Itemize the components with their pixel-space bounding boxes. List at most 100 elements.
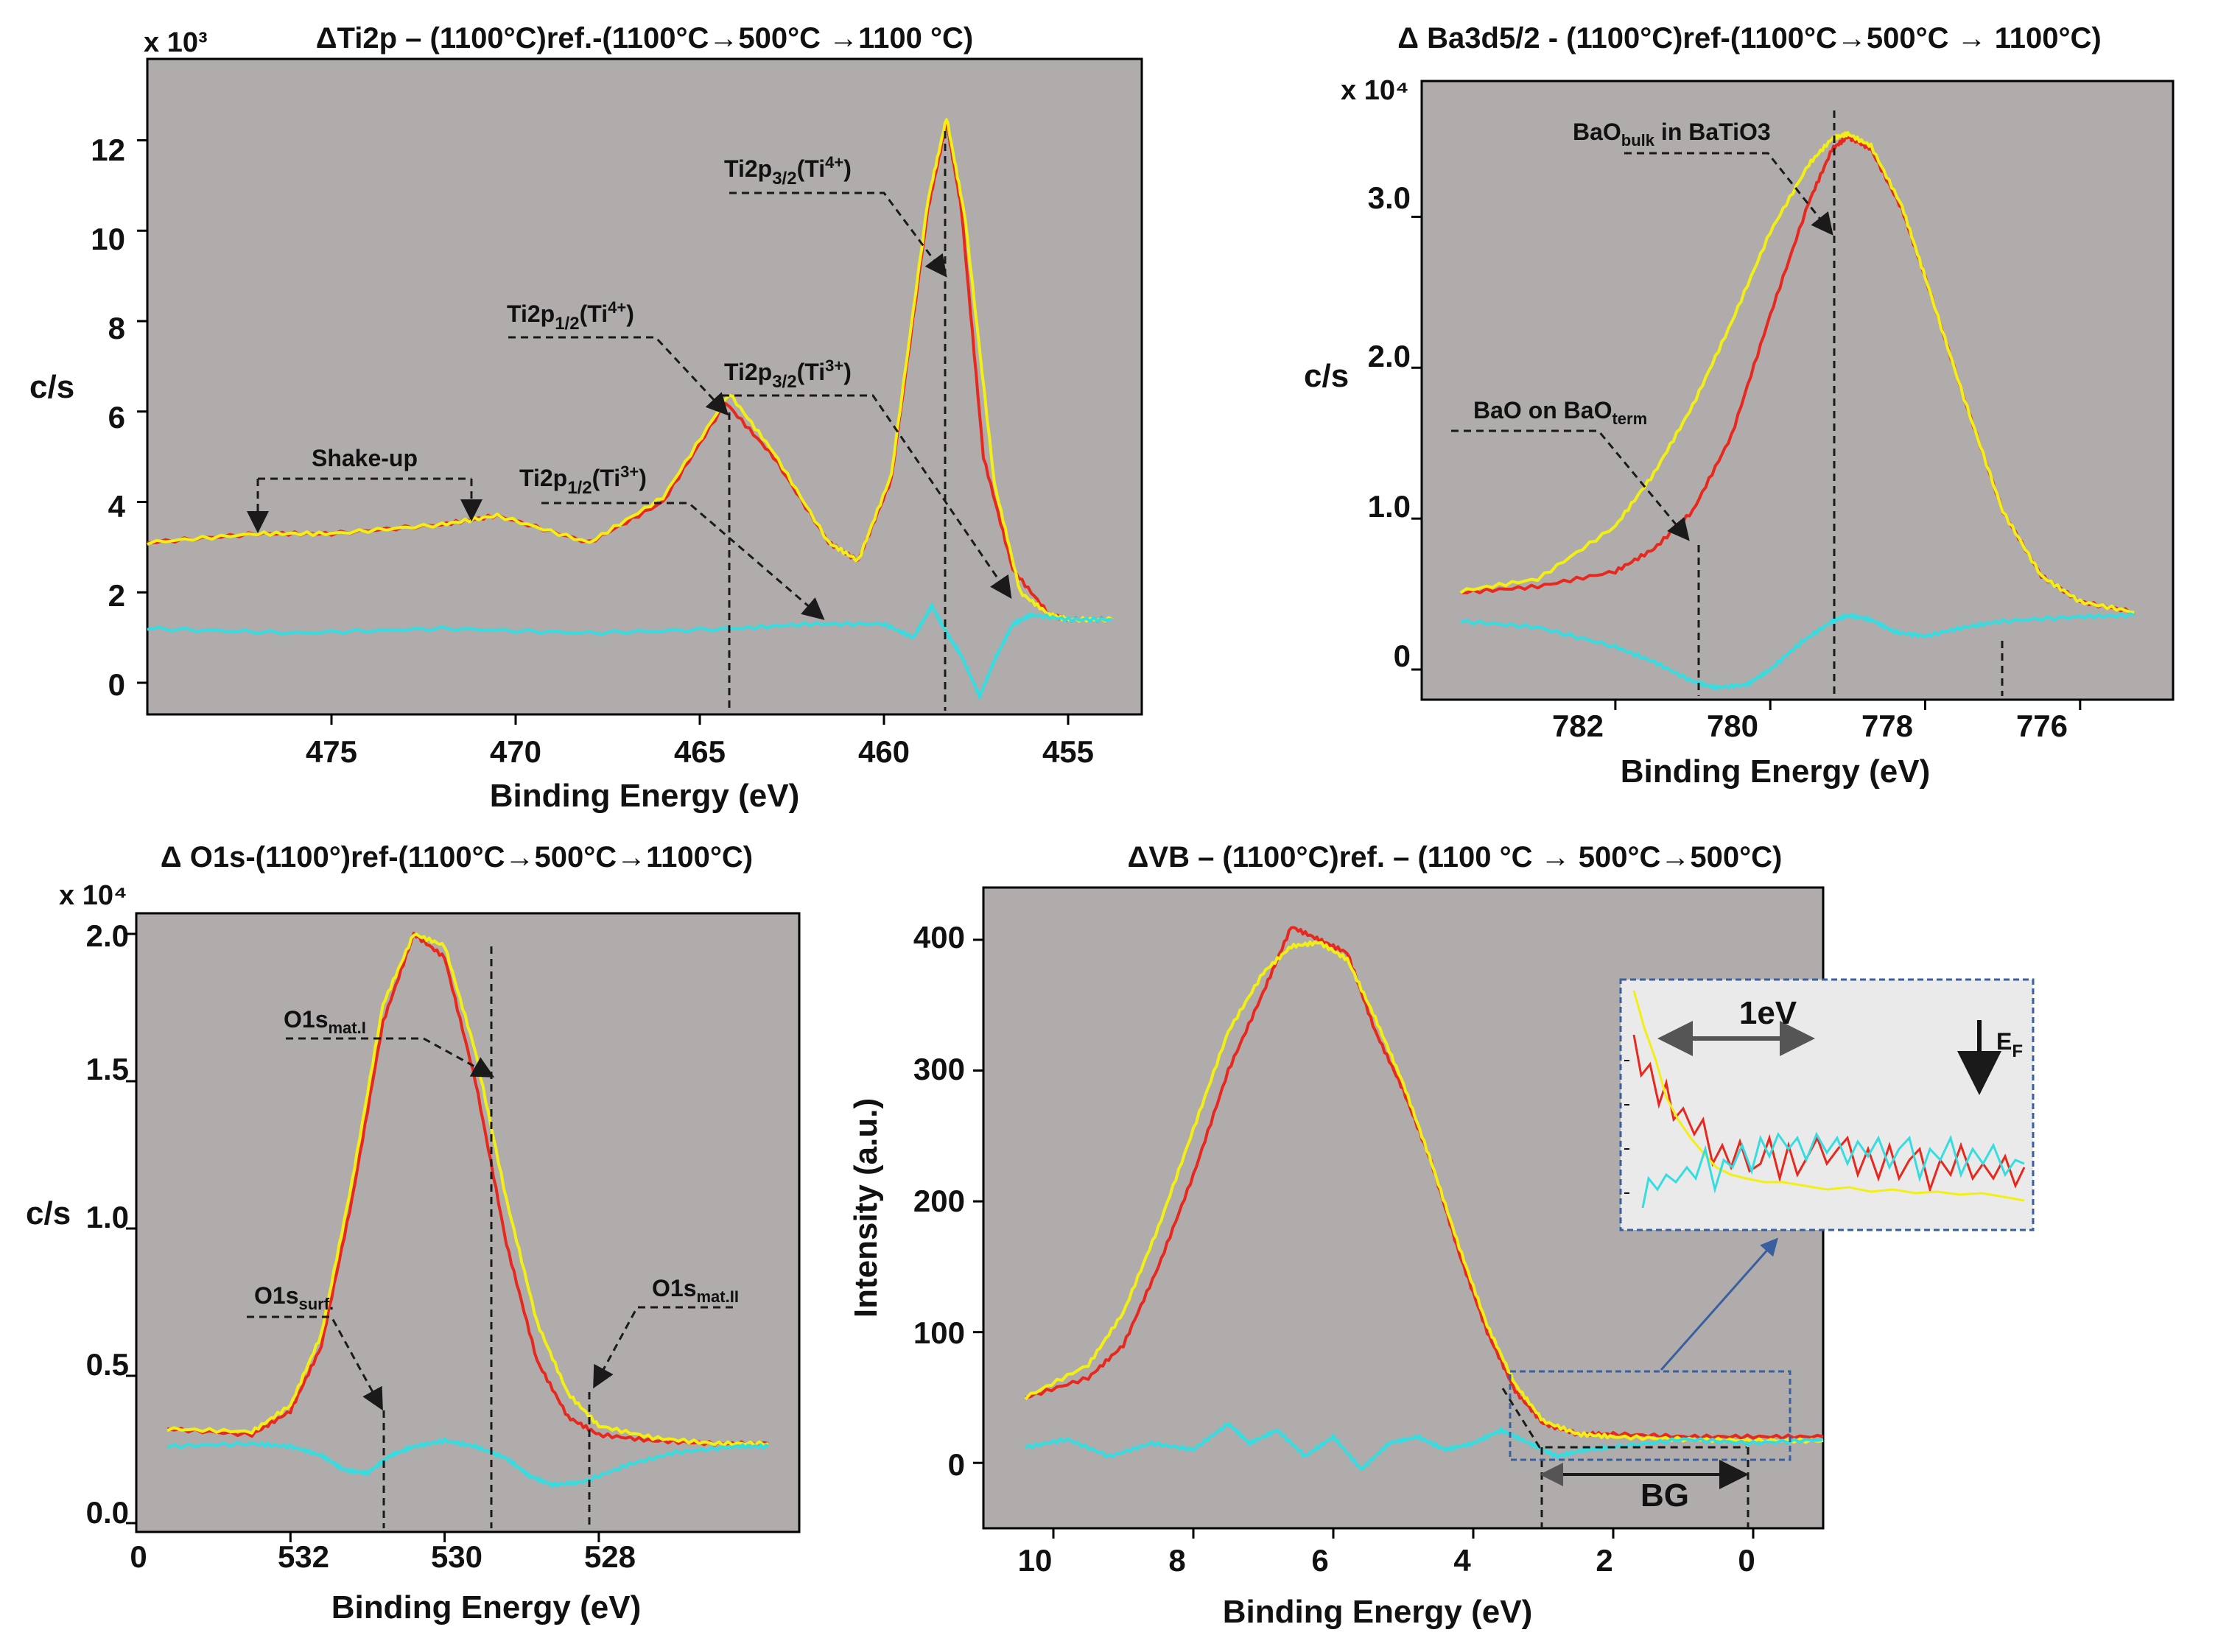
y-tick-label: 4: [108, 489, 126, 524]
chart-title: ΔTi2p – (1100°C)ref.-(1100°C→500°C →1100…: [316, 22, 973, 55]
annotation-o1s-mat1: O1smat.I: [284, 1006, 366, 1037]
x-axis-label: Binding Energy (eV): [1621, 753, 1930, 790]
chart-title: Δ O1s-(1100°)ref-(1100°C→500°C→1100°C): [161, 841, 753, 874]
plot-area: [135, 912, 801, 1533]
y-multiplier: x 10⁴: [59, 880, 127, 911]
annotation-bao-term: BaO on BaOterm: [1473, 397, 1647, 428]
y-tick-label: 2: [108, 578, 125, 613]
x-tick-label: 778: [1861, 709, 1913, 743]
annotations: [1451, 110, 2004, 696]
y-ticks: 0 1.0 2.0 3.0: [1368, 180, 1411, 673]
y-tick-label: 0: [948, 1447, 965, 1482]
zoom-region-box: [1509, 1370, 1791, 1461]
y-tick-label: 0.0: [86, 1495, 129, 1530]
y-ticks: 0.0 0.5 1.0 1.5 2.0: [86, 918, 129, 1530]
inset-background: [1619, 978, 2035, 1231]
annotation-bao-bulk: BaObulk in BaTiO3: [1573, 119, 1771, 150]
x-tick-label: 0: [1738, 1543, 1755, 1578]
annotation-o1s-mat2: O1smat.II: [652, 1275, 739, 1306]
series-group: [137, 118, 1113, 725]
y-tick-label: 10: [91, 222, 125, 256]
chart-title: ΔVB – (1100°C)ref. – (1100 °C → 500°C→50…: [1128, 841, 1783, 874]
cycled-series-line: [166, 932, 769, 1447]
cycled-series-line: [147, 118, 1113, 623]
o1s-mat2-leader: [593, 1306, 733, 1389]
y-tick-label: 1.5: [86, 1052, 129, 1086]
annotation-shake-up: Shake-up: [312, 445, 418, 471]
ti4-32-leader: [729, 191, 947, 278]
x-tick-label: 8: [1168, 1543, 1185, 1578]
annotation-ti2p32-ti4: Ti2p3/2(Ti4+): [724, 153, 852, 189]
annotation-fermi-level: EF: [1996, 1028, 2023, 1061]
x-tick-label: 465: [674, 734, 726, 769]
o1s-mat1-leader: [286, 1037, 495, 1078]
panel-vb: ΔVB – (1100°C)ref. – (1100 °C → 500°C→50…: [848, 841, 2035, 1630]
y-tick-label: 3.0: [1368, 180, 1411, 215]
x-tick-label: 530: [431, 1539, 482, 1574]
bao-term-leader: [1451, 429, 1690, 541]
annotation-bg: BG: [1640, 1477, 1689, 1514]
y-ticks: 0 100 200 300 400: [913, 920, 965, 1482]
x-tick-label: 2: [1596, 1543, 1612, 1578]
x-tick-label: 6: [1311, 1543, 1328, 1578]
ti4-half-leader: [508, 336, 729, 416]
o1s-surf-leader: [247, 1315, 383, 1411]
x-ticks: 10 8 6 4 2 0: [1018, 1543, 1755, 1578]
y-tick-label: 0.5: [86, 1347, 129, 1382]
x-tick-label: 532: [278, 1539, 329, 1574]
y-tick-label: 2.0: [1368, 339, 1411, 373]
y-tick-label: 100: [913, 1315, 965, 1350]
annotation-ti2p12-ti3: Ti2p1/2(Ti3+): [519, 463, 647, 498]
x-ticks: 0 532 530 528: [130, 1539, 636, 1574]
y-tick-label: 12: [91, 133, 125, 167]
x-tick-label: 782: [1552, 709, 1604, 743]
y-tick-label: 2.0: [86, 918, 129, 953]
difference-series-line: [1024, 1422, 1824, 1471]
x-axis-label: Binding Energy (eV): [1223, 1594, 1532, 1630]
difference-series-line: [1460, 612, 2135, 691]
x-tick-label: 0: [130, 1539, 147, 1574]
cycled-series-line: [1024, 940, 1824, 1444]
difference-series-line: [147, 602, 1113, 700]
x-tick-label: 460: [858, 734, 910, 769]
ti3-half-leader: [541, 502, 825, 620]
annotations: [247, 946, 733, 1528]
bandgap-annotation: BG: [1501, 1388, 1750, 1528]
annotation-ti2p32-ti3: Ti2p3/2(Ti3+): [724, 356, 852, 392]
panel-ti2p: ΔTi2p – (1100°C)ref.-(1100°C→500°C →1100…: [29, 22, 1143, 814]
annotation-o1s-surf: O1ssurf.: [254, 1282, 334, 1313]
zoom-connector-arrow: [1660, 1237, 1778, 1371]
annotations: [247, 131, 1012, 711]
x-tick-label: 776: [2016, 709, 2068, 743]
ti3-32-leader: [722, 394, 1012, 599]
inset-ticks: [1624, 1060, 1629, 1194]
y-tick-label: 300: [913, 1052, 965, 1086]
bg-dashed-left: [1501, 1388, 1747, 1449]
x-ticks: 475 470 465 460 455: [306, 734, 1094, 769]
difference-series-line: [166, 1437, 770, 1488]
x-tick-label: 4: [1453, 1543, 1471, 1578]
inset-cycled-series: [1632, 990, 2025, 1202]
series-group: [126, 932, 770, 1542]
x-tick-label: 455: [1042, 734, 1094, 769]
x-tick-label: 475: [306, 734, 357, 769]
y-tick-label: 200: [913, 1184, 965, 1218]
y-tick-label: 6: [108, 400, 125, 435]
y-tick-label: 8: [108, 311, 125, 345]
y-axis-label: c/s: [29, 369, 74, 405]
panel-o1s: Δ O1s-(1100°)ref-(1100°C→500°C→1100°C) x…: [26, 841, 801, 1625]
y-ticks: 0 2 4 6 8 10 12: [91, 133, 125, 702]
x-tick-label: 780: [1707, 709, 1758, 743]
cycled-series-line: [1459, 131, 2135, 614]
series-group: [973, 926, 1824, 1539]
chart-title: Δ Ba3d5/2 - (1100°C)ref-(1100°C→500°C → …: [1397, 22, 2101, 55]
y-axis-label: Intensity (a.u.): [848, 1098, 884, 1318]
annotation-ti2p12-ti4: Ti2p1/2(Ti4+): [507, 298, 634, 334]
inset-ref-series: [1632, 1034, 2026, 1194]
y-axis-label: c/s: [1304, 358, 1349, 394]
y-tick-label: 400: [913, 920, 965, 955]
x-axis-label: Binding Energy (eV): [490, 778, 799, 814]
x-axis-label: Binding Energy (eV): [331, 1589, 641, 1625]
x-ticks: 782 780 778 776: [1552, 709, 2068, 743]
